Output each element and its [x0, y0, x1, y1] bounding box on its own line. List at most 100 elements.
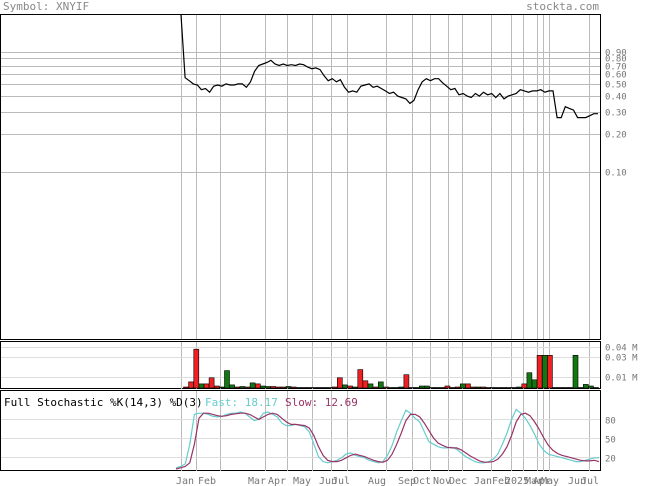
volume-bar — [500, 387, 507, 389]
volume-bar — [203, 383, 210, 389]
volume-bar — [362, 380, 369, 389]
volume-bar — [377, 381, 384, 389]
x-tick-label: Apr — [533, 476, 551, 486]
price-tick-label: 0.80 — [605, 55, 627, 65]
volume-bar — [352, 386, 358, 389]
x-tick-label: Apr — [268, 476, 286, 486]
volume-bar — [593, 387, 599, 389]
volume-bar — [547, 354, 553, 389]
volume-bar — [311, 387, 317, 389]
volume-tick-label: 0.01 M — [605, 374, 638, 384]
volume-bar — [255, 383, 261, 389]
volume-bar — [193, 348, 200, 389]
volume-bar — [521, 383, 528, 389]
stoch-slow-line — [175, 412, 600, 470]
volume-bar — [336, 377, 343, 389]
volume-bar — [572, 354, 579, 389]
price-tick-label: 0.70 — [605, 63, 627, 73]
stochastic-panel — [0, 390, 601, 471]
volume-bar — [275, 386, 282, 389]
volume-bar — [229, 384, 235, 389]
price-tick-label: 0.20 — [605, 131, 627, 141]
stoch-tick-label: 80 — [605, 417, 616, 427]
volume-bar — [372, 386, 379, 389]
volume-bar — [541, 354, 548, 389]
volume-bar — [316, 387, 323, 389]
volume-bar — [562, 387, 569, 389]
price-tick-label: 0.40 — [605, 93, 627, 103]
x-tick-label: Aug — [368, 476, 386, 486]
x-tick-label: May — [541, 476, 559, 486]
price-tick-label: 0.50 — [605, 81, 627, 91]
volume-bar — [536, 354, 543, 389]
x-tick-label: Jul — [581, 476, 599, 486]
x-tick-label: Jun — [568, 476, 586, 486]
price-tick-label: 0.10 — [605, 169, 627, 179]
volume-bar — [285, 386, 292, 389]
volume-bar — [306, 387, 312, 389]
volume-panel — [0, 341, 601, 389]
volume-bar — [295, 387, 302, 389]
volume-bar — [531, 379, 538, 389]
volume-tick-label: 0.03 M — [605, 354, 638, 364]
x-tick-label: Jun — [319, 476, 337, 486]
volume-bar — [418, 385, 425, 389]
volume-bar — [485, 387, 492, 389]
volume-bar — [557, 387, 563, 389]
volume-bar — [398, 386, 405, 389]
volume-bar — [403, 374, 410, 389]
volume-bar — [342, 384, 348, 389]
volume-bar — [552, 387, 558, 389]
volume-bar — [567, 387, 574, 389]
price-panel — [0, 14, 601, 340]
volume-tick-label: 0.04 M — [605, 344, 638, 354]
volume-bar — [449, 387, 456, 389]
volume-bar — [224, 370, 230, 389]
volume-bar — [326, 387, 333, 389]
x-tick-label: Feb — [492, 476, 510, 486]
volume-bar — [439, 387, 446, 389]
x-tick-label: Mar — [248, 476, 266, 486]
price-tick-label: 0.60 — [605, 71, 627, 81]
x-tick-label: 2025 — [505, 476, 529, 486]
volume-bar — [459, 383, 466, 389]
volume-bar — [454, 386, 461, 389]
volume-bar — [429, 387, 435, 389]
volume-bar — [588, 385, 594, 389]
x-tick-label: Mar — [525, 476, 543, 486]
volume-bar — [239, 386, 246, 389]
x-tick-label: Oct — [413, 476, 431, 486]
volume-bar — [516, 386, 522, 389]
symbol-label: Symbol: XNYIF — [3, 0, 90, 13]
stoch-fast-label: Fast: 18.17 — [205, 396, 278, 409]
volume-bar — [506, 387, 512, 389]
volume-bar — [290, 386, 297, 389]
site-watermark: stockta.com — [526, 0, 599, 13]
volume-bar — [444, 385, 451, 389]
volume-bar — [388, 387, 394, 389]
volume-bar — [480, 386, 487, 389]
volume-bar — [490, 387, 497, 389]
stoch-tick-label: 20 — [605, 455, 616, 465]
price-line — [180, 14, 598, 119]
volume-bar — [367, 383, 374, 389]
volume-bar — [331, 386, 338, 389]
volume-bar — [214, 385, 220, 389]
volume-bar — [249, 382, 256, 389]
volume-bar — [270, 386, 276, 389]
volume-bar — [511, 387, 517, 389]
volume-bar — [357, 369, 364, 389]
volume-bar — [265, 386, 271, 389]
x-tick-label: Jul — [332, 476, 350, 486]
stoch-fast-line — [175, 408, 599, 469]
volume-bar — [280, 386, 287, 389]
volume-bar — [260, 385, 266, 389]
volume-bar — [393, 387, 399, 389]
volume-bar — [582, 384, 589, 389]
volume-bar — [219, 386, 225, 389]
price-tick-label: 0.90 — [605, 49, 627, 59]
x-tick-label: Feb — [198, 476, 216, 486]
volume-bar — [383, 386, 389, 389]
x-tick-label: Jan — [474, 476, 492, 486]
